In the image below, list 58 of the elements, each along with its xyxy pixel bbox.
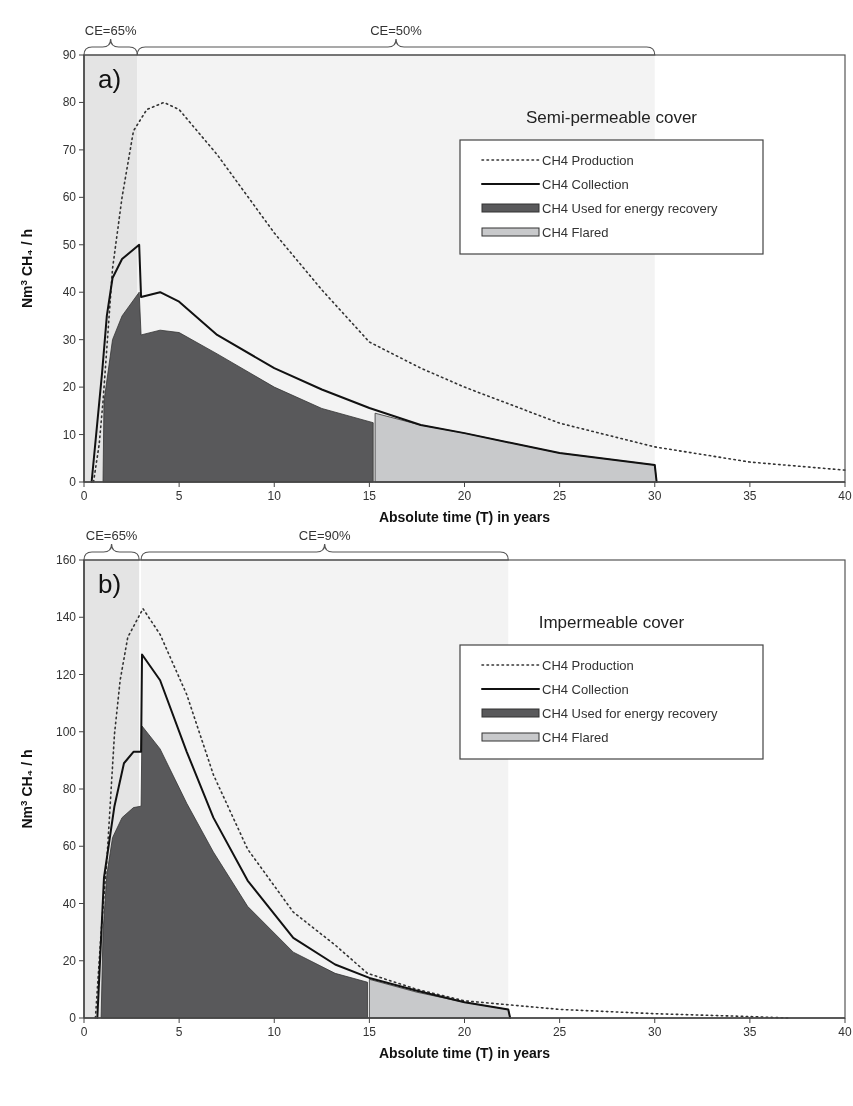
x-tick-label: 35 <box>743 489 757 503</box>
x-tick-label: 40 <box>838 489 852 503</box>
y-tick-label: 80 <box>62 95 77 110</box>
line-series <box>96 653 512 1019</box>
y-tick-label: 60 <box>62 190 77 205</box>
x-tick-label: 10 <box>267 1025 282 1039</box>
legend-label: CH4 Flared <box>542 225 609 240</box>
y-tick-label: 0 <box>69 1011 77 1025</box>
x-tick-label: 0 <box>80 489 88 503</box>
x-tick-label: 0 <box>80 1025 88 1039</box>
y-tick-label: 50 <box>62 237 77 252</box>
x-tick-label: 25 <box>552 489 567 503</box>
legend-label: CH4 Collection <box>542 177 629 192</box>
x-tick-label: 20 <box>457 1025 472 1039</box>
x-tick-label: 5 <box>175 489 183 503</box>
y-tick-label: 120 <box>55 667 77 682</box>
legend-label: CH4 Collection <box>542 682 629 697</box>
y-tick-label: 90 <box>62 48 77 62</box>
x-tick-label: 30 <box>648 1025 662 1039</box>
x-axis-title: Absolute time (T) in years <box>378 509 551 525</box>
x-axis-title: Absolute time (T) in years <box>378 1045 551 1061</box>
x-tick-label: 15 <box>362 489 377 503</box>
y-tick-label: 20 <box>62 953 77 968</box>
band-label: CE=65% <box>84 23 137 38</box>
y-tick-label: 40 <box>62 896 77 911</box>
x-tick-label: 40 <box>838 1025 852 1039</box>
y-tick-label: 100 <box>55 724 77 739</box>
y-tick-label: 40 <box>62 285 77 300</box>
legend-label: CH4 Flared <box>542 730 609 745</box>
band-label: CE=50% <box>370 23 423 38</box>
text: Impermeable cover <box>538 613 685 632</box>
y-tick-label: 20 <box>62 380 77 395</box>
line-series <box>90 243 658 483</box>
x-tick-label: 10 <box>267 489 282 503</box>
y-tick-label: 160 <box>55 553 77 567</box>
text: Semi-permeable cover <box>525 108 698 127</box>
x-tick-label: 30 <box>648 489 662 503</box>
y-tick-label: 80 <box>62 782 77 796</box>
line-series <box>92 101 846 483</box>
x-tick-label: 25 <box>552 1025 567 1039</box>
y-tick-label: 70 <box>62 142 77 157</box>
x-tick-label: 15 <box>362 1025 377 1039</box>
legend-label: CH4 Used for energy recovery <box>542 201 719 216</box>
y-tick-label: 140 <box>55 610 77 625</box>
annotation: b) <box>98 569 122 599</box>
y-tick-label: 30 <box>62 332 77 347</box>
x-tick-label: 20 <box>457 489 472 503</box>
x-tick-label: 5 <box>175 1025 183 1039</box>
band-label: CE=90% <box>298 528 351 543</box>
annotation: a) <box>98 64 122 94</box>
legend-label: CH4 Production <box>542 153 634 168</box>
y-tick-label: 60 <box>62 839 77 854</box>
y-tick-label: 0 <box>69 475 77 489</box>
legend-label: CH4 Used for energy recovery <box>542 706 719 721</box>
legend-label: CH4 Production <box>542 658 634 673</box>
band-label: CE=65% <box>85 528 138 543</box>
y-tick-label: 10 <box>62 427 77 442</box>
x-tick-label: 35 <box>743 1025 757 1039</box>
